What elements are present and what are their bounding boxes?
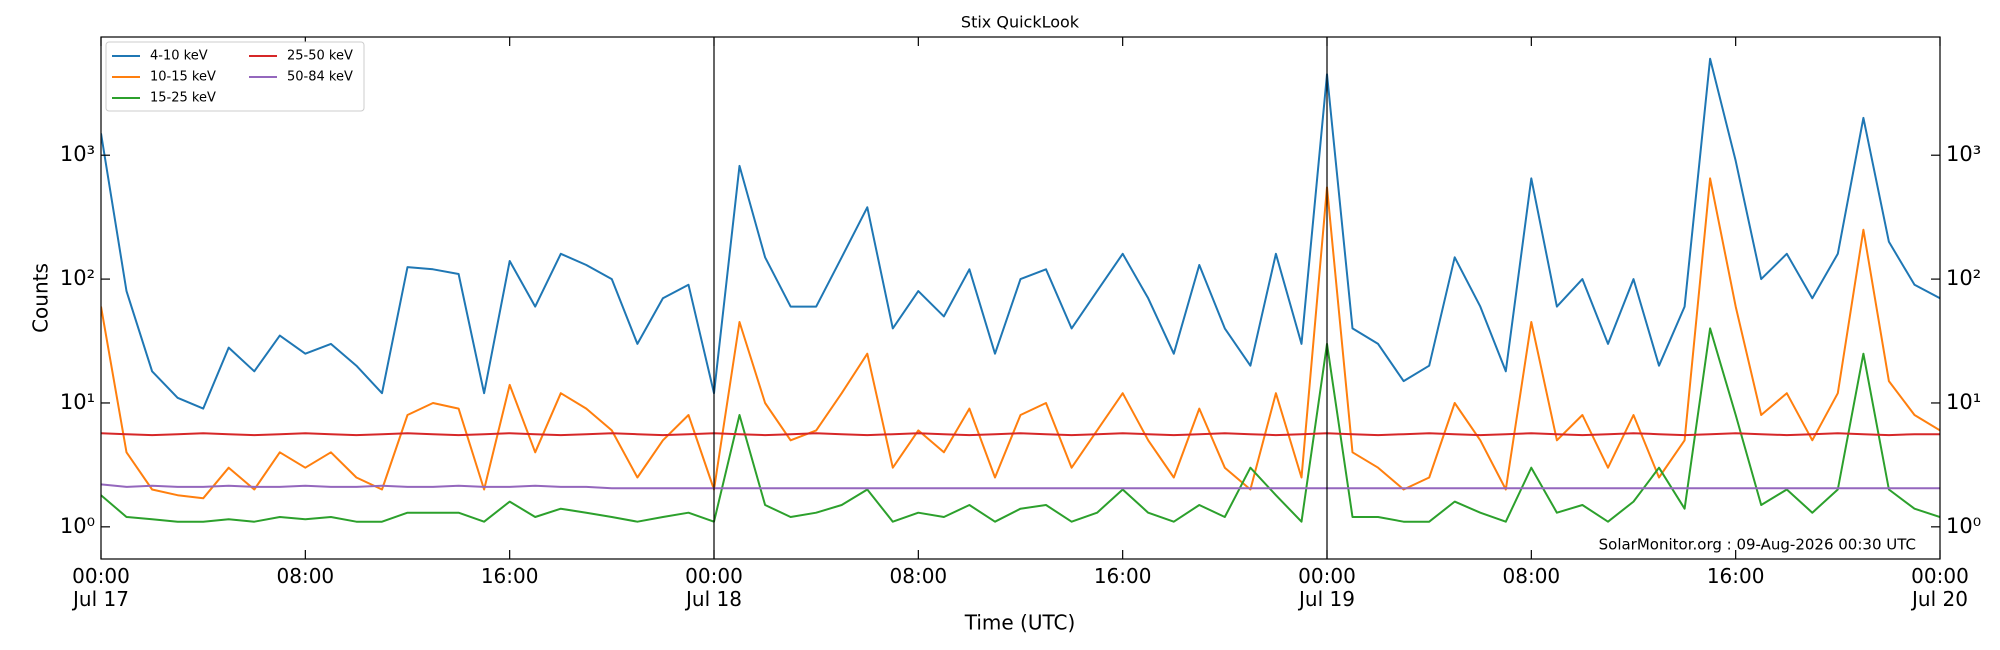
y-tick-label: 10¹	[60, 390, 95, 414]
y-tick-label-right: 10²	[1946, 266, 1981, 290]
legend-label: 4-10 keV	[150, 49, 208, 64]
x-tick-label: 00:00 Jul 20	[1911, 564, 1969, 611]
x-tick-label: 16:00	[480, 564, 539, 588]
x-tick-label: 00:00 Jul 17	[72, 564, 130, 611]
series-line	[101, 177, 1940, 500]
legend-box	[105, 41, 365, 112]
legend: 4-10 keV 10-15 keV 15-25 keV 25-50 keV 50-84…	[105, 41, 365, 112]
x-tick-label: 00:00 Jul 18	[685, 564, 743, 611]
x-tick-label: 16:00	[1093, 564, 1152, 588]
x-tick-label: 08:00	[889, 564, 948, 588]
y-axis-label: Counts	[29, 263, 53, 333]
y-tick-label-right: 10⁰	[1946, 514, 1981, 538]
plot-frame	[100, 36, 1941, 560]
y-tick-label-right: 10³	[1946, 142, 1981, 166]
series-line	[101, 327, 1940, 523]
chart-title: Stix QuickLook	[961, 13, 1080, 32]
legend-label: 50-84 keV	[287, 70, 353, 85]
legend-label: 10-15 keV	[150, 70, 216, 85]
y-tick-label: 10³	[60, 142, 95, 166]
legend-label: 25-50 keV	[287, 49, 353, 64]
series-line	[101, 57, 1940, 410]
x-axis-label: Time (UTC)	[964, 611, 1076, 635]
x-tick-label: 00:00 Jul 19	[1298, 564, 1356, 611]
y-tick-label: 10⁰	[60, 514, 95, 538]
annotation: SolarMonitor.org : 09-Aug-2026 00:30 UTC	[1599, 536, 1916, 554]
x-tick-label: 08:00	[1502, 564, 1561, 588]
series-line	[101, 432, 1940, 437]
y-tick-label: 10²	[60, 266, 95, 290]
x-tick-label: 16:00	[1706, 564, 1765, 588]
x-tick-label: 08:00	[276, 564, 335, 588]
series-line	[101, 483, 1940, 490]
y-tick-label-right: 10¹	[1946, 390, 1981, 414]
legend-label: 15-25 keV	[150, 91, 216, 106]
